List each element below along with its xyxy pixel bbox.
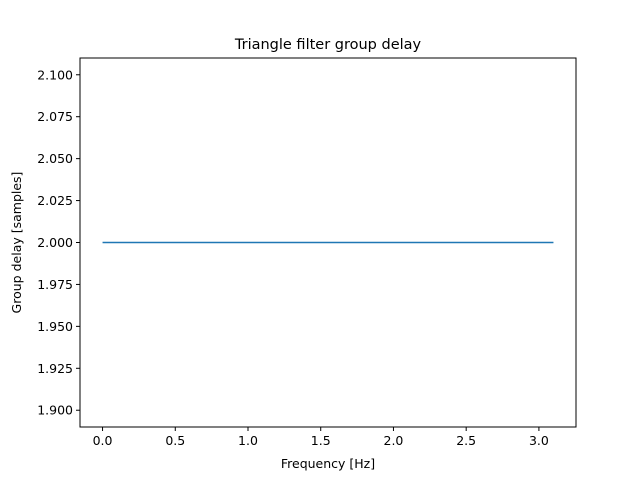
y-tick-label: 2.075 [37,109,73,124]
y-tick-label: 2.050 [37,151,73,166]
x-tick-label: 1.0 [238,433,258,448]
x-axis: 0.0 0.5 1.0 1.5 2.0 2.5 3.0 [93,427,549,448]
y-axis-label: Group delay [samples] [9,172,24,314]
x-tick-label: 1.5 [311,433,331,448]
y-tick-label: 2.000 [37,235,73,250]
y-tick-label: 2.025 [37,193,73,208]
x-tick-label: 0.5 [165,433,185,448]
y-tick-label: 1.925 [37,361,73,376]
y-tick-label: 1.900 [37,403,73,418]
y-axis: 1.900 1.925 1.950 1.975 2.000 2.025 2.050 2.075… [37,67,80,418]
y-tick-label: 1.975 [37,277,73,292]
x-tick-label: 0.0 [93,433,113,448]
x-tick-label: 2.5 [456,433,476,448]
x-axis-label: Frequency [Hz] [281,456,375,471]
chart-title: Triangle filter group delay [234,37,422,53]
x-tick-label: 2.0 [384,433,404,448]
y-tick-label: 1.950 [37,319,73,334]
x-tick-label: 3.0 [529,433,549,448]
y-tick-label: 2.100 [37,67,73,82]
